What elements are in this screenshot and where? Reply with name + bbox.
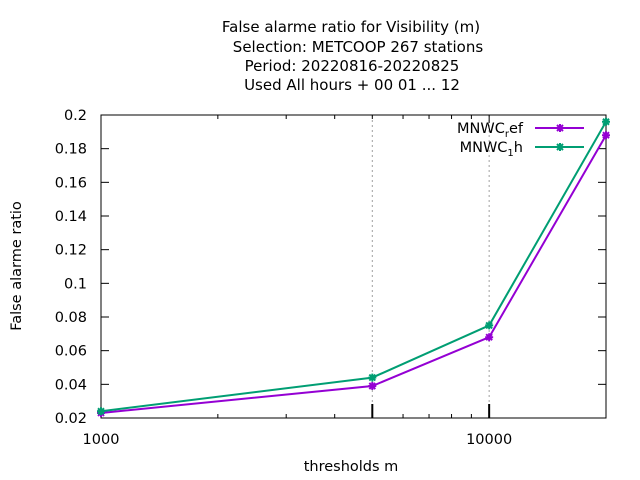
grid: [371, 115, 490, 418]
y-tick-label: 0.16: [55, 175, 87, 191]
series-2: [97, 117, 610, 416]
title-line-1: False alarme ratio for Visibility (m): [222, 18, 480, 36]
y-tick-label: 0.14: [55, 209, 87, 225]
y-tick-label: 0.08: [55, 310, 87, 326]
data-point: [485, 333, 494, 342]
y-tick-label: 0.1: [64, 276, 87, 292]
x-tick-label: 1000: [83, 432, 120, 448]
data-point: [485, 321, 494, 330]
series-layer: [97, 117, 610, 417]
y-tick-labels: 0.02 0.04 0.06 0.08 0.1 0.12 0.14 0.16 0.18 0.2: [55, 108, 87, 427]
y-tick-label: 0.06: [55, 344, 87, 360]
data-point: [602, 131, 610, 140]
y-tick-label: 0.02: [55, 411, 87, 427]
x-tick-label: 10000: [466, 432, 512, 448]
legend-marker: [556, 143, 564, 151]
title-line-2: Selection: METCOOP 267 stations: [233, 38, 484, 56]
series-line: [100, 121, 607, 413]
legend-entry: MNWCref: [457, 121, 584, 140]
x-axis-label: thresholds m: [304, 459, 399, 475]
legend-marker: [556, 124, 564, 132]
plot-area-border: [100, 114, 607, 419]
x-tick-labels: 1000 10000: [83, 432, 513, 448]
data-point: [368, 382, 377, 391]
title-line-3: Period: 20220816-20220825: [245, 57, 460, 75]
series-1: [97, 131, 610, 417]
chart-title: False alarme ratio for Visibility (m) Se…: [222, 18, 483, 94]
legend-label: MNWCref: [457, 121, 524, 140]
y-tick-label: 0.12: [55, 243, 87, 259]
legend-entry: MNWC1h: [460, 140, 584, 159]
y-tick-label: 0.18: [55, 142, 87, 158]
plot-border: [100, 114, 607, 419]
y-tick-label: 0.2: [64, 108, 87, 124]
y-tick-label: 0.04: [55, 377, 87, 393]
title-line-4: Used All hours + 00 01 ... 12: [244, 76, 460, 94]
legend-label: MNWC1h: [460, 140, 523, 159]
data-point: [602, 117, 610, 126]
data-point: [97, 407, 105, 416]
y-axis-label: False alarme ratio: [9, 201, 25, 331]
data-point: [368, 373, 377, 382]
series-line: [100, 134, 607, 414]
